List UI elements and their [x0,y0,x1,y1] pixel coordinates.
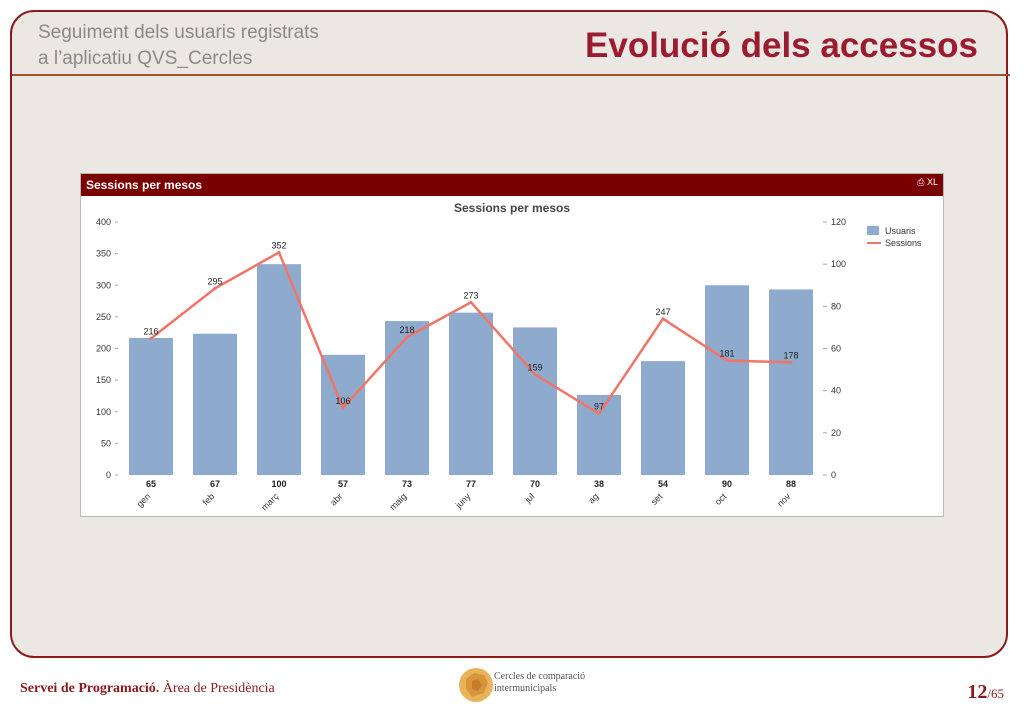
usuaris-data-label: 100 [271,479,286,489]
category-tick-label: jul [522,491,536,505]
chart-panel-toolbar: ⎙ XL [917,177,938,188]
excel-export-icon[interactable]: XL [926,177,938,187]
cercles-logo: Cercles de comparació intermunicipals [458,665,608,705]
slide-subtitle: Seguiment dels usuaris registrats a l’ap… [38,20,319,72]
sessions-data-label: 295 [207,276,222,286]
chart-title: Sessions per mesos [454,201,570,215]
chart-panel-caption-text: Sessions per mesos [86,178,203,192]
right-axis-tick-label: 40 [831,386,841,396]
left-axis-tick-label: 300 [96,280,111,290]
subtitle-line-1: Seguiment dels usuaris registrats [38,22,319,43]
right-axis-tick-label: 120 [831,217,846,227]
logo-line-1: Cercles de comparació [494,671,586,682]
sessions-data-label: 218 [399,325,414,335]
left-axis-tick-label: 350 [96,249,111,259]
chart-svg: Sessions per mesos0501001502002503003504… [96,201,922,513]
sessions-data-label: 273 [463,290,478,300]
legend-label-sessions: Sessions [885,238,922,248]
sessions-point [725,359,729,363]
logo-emblem-icon [459,668,493,702]
right-axis-tick-label: 100 [831,259,846,269]
usuaris-data-label: 77 [466,479,476,489]
usuaris-data-label: 65 [146,479,156,489]
category-tick-label: juny [453,491,473,511]
usuaris-data-label: 54 [658,479,668,489]
usuaris-bar [513,327,557,475]
left-axis-tick-label: 150 [96,375,111,385]
right-axis-tick-label: 0 [831,470,836,480]
footer-org-bold: Servei de Programació. [20,681,160,696]
usuaris-data-label: 90 [722,479,732,489]
sessions-point [533,372,537,376]
legend-swatch-usuaris [867,226,879,235]
left-axis-tick-label: 250 [96,312,111,322]
page-total: /65 [987,686,1004,701]
logo-text: Cercles de comparació intermunicipals [494,671,585,695]
footer-org-rest: Àrea de Presidència [159,681,275,696]
page-current: 12 [967,681,988,703]
category-tick-label: març [259,491,281,513]
legend-label-usuaris: Usuaris [885,226,916,236]
category-tick-label: oct [713,491,729,507]
category-tick-label: abr [328,491,344,507]
usuaris-data-label: 70 [530,479,540,489]
subtitle-line-2: a l’aplicatiu QVS_Cercles [38,48,253,69]
logo-line-2: intermunicipals [494,683,557,694]
sessions-point [341,406,345,410]
usuaris-bar [641,361,685,475]
chart-panel-caption: Sessions per mesos ⎙ XL [81,174,943,196]
sessions-point [789,360,793,364]
sessions-point [277,250,281,254]
category-tick-label: feb [200,491,216,507]
category-tick-label: nov [775,491,793,509]
category-tick-label: set [649,491,665,507]
usuaris-bar [193,333,237,475]
left-axis-tick-label: 200 [96,344,111,354]
footer-organization: Servei de Programació. Àrea de Presidènc… [20,681,275,697]
sessions-data-label: 159 [527,362,542,372]
right-axis-tick-label: 60 [831,344,841,354]
usuaris-bar [705,285,749,475]
sessions-point [149,336,153,340]
usuaris-data-label: 57 [338,479,348,489]
usuaris-data-label: 38 [594,479,604,489]
usuaris-bar [769,289,813,475]
usuaris-bar [257,264,301,475]
left-axis-tick-label: 100 [96,407,111,417]
left-axis-tick-label: 0 [106,470,111,480]
left-axis-tick-label: 400 [96,217,111,227]
sessions-data-label: 352 [271,240,286,250]
header-divider [12,74,1010,76]
sessions-point [213,286,217,290]
sessions-point [597,412,601,416]
usuaris-data-label: 88 [786,479,796,489]
sessions-point [661,317,665,321]
usuaris-bar [129,337,173,475]
usuaris-bar [385,321,429,475]
usuaris-bar [449,312,493,475]
sessions-data-label: 247 [655,307,670,317]
sessions-data-label: 106 [335,396,350,406]
usuaris-data-label: 67 [210,479,220,489]
category-tick-label: maig [388,491,409,512]
sessions-point [405,335,409,339]
sessions-point [469,300,473,304]
sessions-data-label: 181 [719,349,734,359]
right-axis-tick-label: 80 [831,301,841,311]
usuaris-data-label: 73 [402,479,412,489]
print-icon[interactable]: ⎙ [917,177,925,187]
slide-title: Evolució dels accessos [585,26,978,65]
page-number: 12/65 [967,681,1004,704]
left-axis-tick-label: 50 [101,438,111,448]
sessions-data-label: 216 [143,326,158,336]
right-axis-tick-label: 20 [831,428,841,438]
sessions-data-label: 178 [783,350,798,360]
sessions-data-label: 97 [594,402,604,412]
category-tick-label: gen [135,491,153,509]
category-tick-label: ag [586,491,600,505]
chart-panel: Sessions per mesos ⎙ XL Sessions per mes… [80,173,944,517]
usuaris-bar [577,394,621,475]
